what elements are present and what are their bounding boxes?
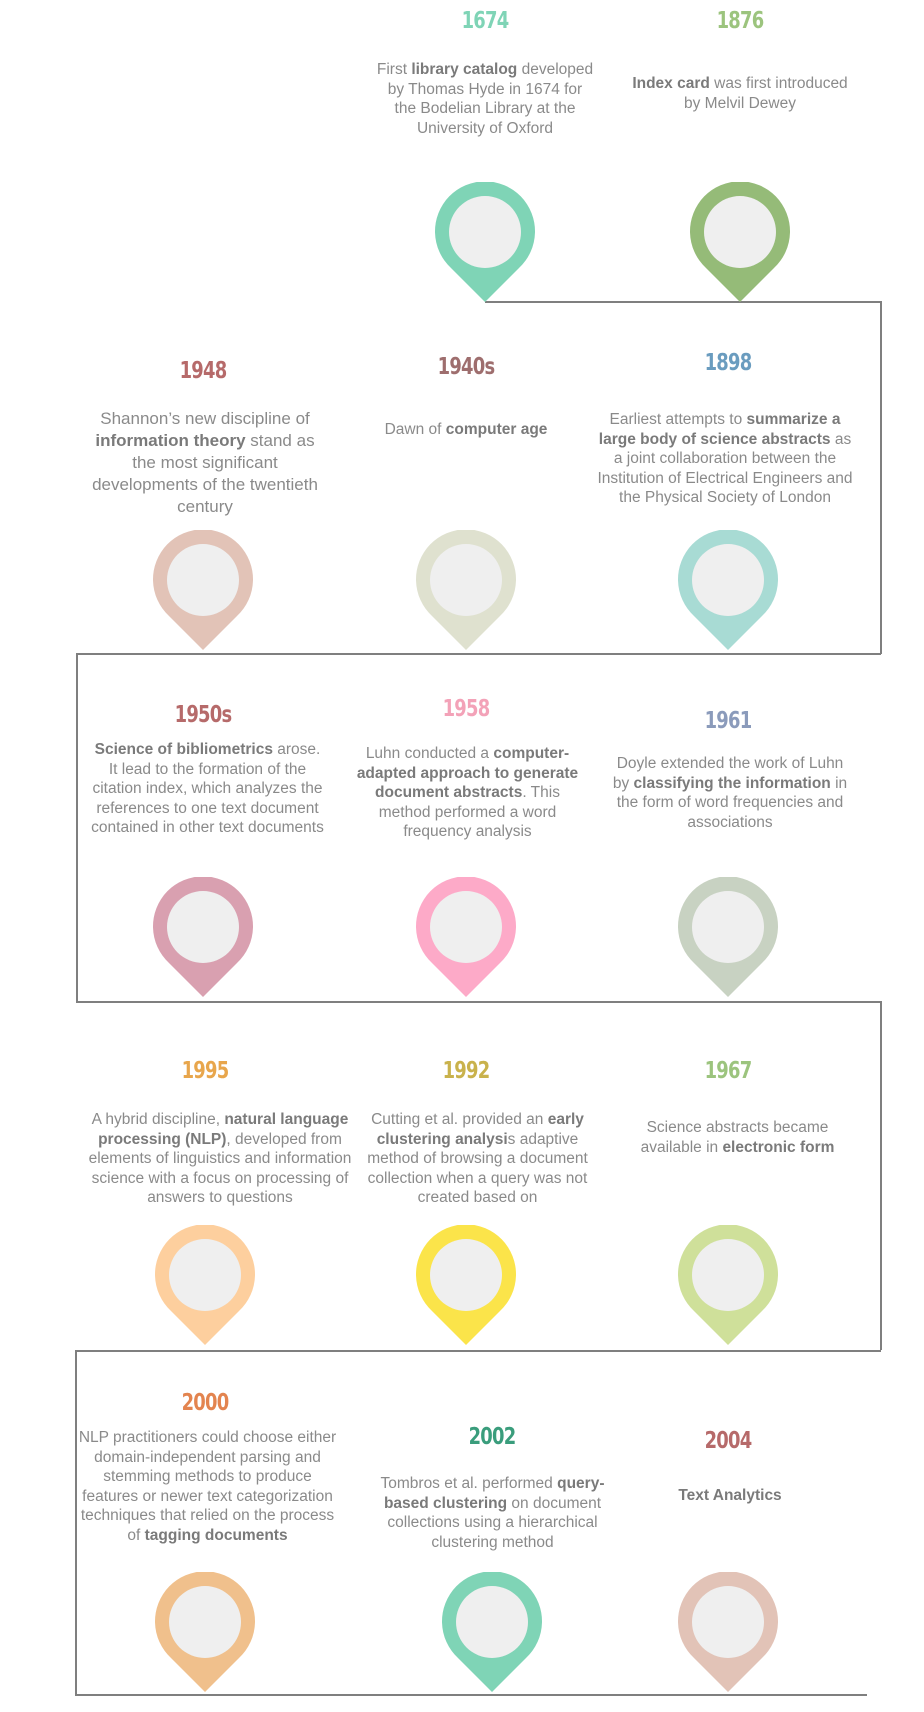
map-pin-icon [153,530,253,650]
connector-v-right-2 [880,1001,882,1350]
event-description-highlight: computer-adapted approach to generate do… [356,745,579,801]
event-year: 1948 [179,358,228,384]
event-year: 1992 [442,1058,491,1084]
map-pin-icon [678,1572,778,1692]
map-pin-icon [416,877,516,997]
connector-h-row2 [76,653,881,655]
event-description-highlight: Text Analytics [678,1487,782,1504]
event-description-highlight: query-based clustering [383,1475,605,1512]
event-description-text: Luhn conducted a [365,745,494,762]
event-description-highlight: summarize a large body of science abstra… [598,411,841,448]
event-description-highlight: natural language processing (NLP) [98,1111,349,1148]
map-pin-icon [435,182,535,302]
connector-v-right-1 [880,301,882,654]
event-description-text: NLP practitioners could choose either do… [78,1429,337,1544]
map-pin-icon [155,1572,255,1692]
event-description-text: Earliest attempts to [609,411,747,428]
event-description: Science of bibliometrics arose. It lead … [90,740,325,838]
event-description: Tombros et al. performed query-based clu… [375,1474,610,1552]
event-year: 1898 [704,350,753,376]
event-description-text: as a joint collaboration between the Ins… [597,430,853,507]
event-description-text: was first introduced by Melvil Dewey [684,75,848,112]
map-pin-icon [678,530,778,650]
event-description-text: Doyle extended the work of Luhn by [612,755,844,792]
event-description-text: First [376,61,412,78]
event-description-highlight: early clustering analysi [376,1111,584,1148]
event-year: 1940s [437,354,496,380]
event-description-highlight: library catalog [411,61,518,78]
event-description: First library catalog developed by Thoma… [375,60,595,138]
map-pin-icon [678,877,778,997]
event-description: Text Analytics [650,1486,810,1506]
connector-h-row4 [75,1350,881,1352]
event-description-text: Tombros et al. performed [380,1475,558,1492]
event-year: 1995 [181,1058,230,1084]
event-year: 2000 [181,1390,230,1416]
event-description: Index card was first introduced by Melvi… [625,74,855,113]
event-description: Doyle extended the work of Luhn by class… [610,754,850,832]
event-description-text: arose. It lead to the formation of the c… [91,741,324,836]
event-year: 1967 [704,1058,753,1084]
event-description: Science abstracts became available in el… [630,1118,845,1157]
event-description-text: Dawn of [384,421,446,438]
event-description-highlight: tagging documents [144,1526,288,1544]
event-description-text: , developed from elements of linguistics… [88,1130,352,1207]
map-pin-icon [416,1225,516,1345]
connector-h-row1 [485,301,881,303]
event-description-text: developed by Thomas Hyde in 1674 for the… [387,61,594,137]
event-description-text: A hybrid discipline, [91,1111,225,1128]
event-description-text: stand as the most significant developmen… [92,431,318,516]
event-year: 1950s [174,702,233,728]
map-pin-icon [442,1572,542,1692]
event-year: 2004 [704,1428,753,1454]
event-description-text: Science abstracts became available in [640,1119,829,1156]
event-year: 1958 [442,696,491,722]
event-year: 1876 [716,8,765,34]
event-description-highlight: classifying the information [633,774,831,792]
event-description-highlight: computer age [445,421,548,438]
event-description-text: in the form of word frequencies and asso… [616,774,848,831]
map-pin-icon [416,530,516,650]
event-description: Dawn of computer age [356,420,576,440]
event-description: Earliest attempts to summarize a large b… [595,410,855,508]
event-description-highlight: electronic form [722,1138,835,1156]
map-pin-icon [690,182,790,302]
event-description: Cutting et al. provided an early cluster… [360,1110,595,1208]
event-description: Luhn conducted a computer-adapted approa… [350,744,585,842]
connector-v-left-2 [75,1350,77,1695]
event-description-text: Cutting et al. provided an [371,1111,548,1128]
connector-h-row3 [76,1001,881,1003]
event-description-highlight: information theory [95,431,246,450]
event-year: 1674 [461,8,510,34]
connector-h-row5 [75,1694,867,1696]
event-description: NLP practitioners could choose either do… [75,1428,340,1545]
event-year: 1961 [704,708,753,734]
event-description-text: . This method performed a word frequency… [378,784,560,840]
event-year: 2002 [468,1424,517,1450]
map-pin-icon [153,877,253,997]
event-description-highlight: Science of bibliometrics [94,741,273,758]
event-description: Shannon’s new discipline of information … [85,408,325,518]
event-description-text: on document collections using a hierarch… [387,1494,602,1551]
map-pin-icon [155,1225,255,1345]
map-pin-icon [678,1225,778,1345]
connector-v-left-1 [76,653,78,1002]
event-description-text: s adaptive method of browsing a document… [367,1130,588,1207]
event-description: A hybrid discipline, natural language pr… [85,1110,355,1208]
event-description-text: Shannon’s new discipline of [100,409,310,428]
event-description-highlight: Index card [632,75,710,92]
